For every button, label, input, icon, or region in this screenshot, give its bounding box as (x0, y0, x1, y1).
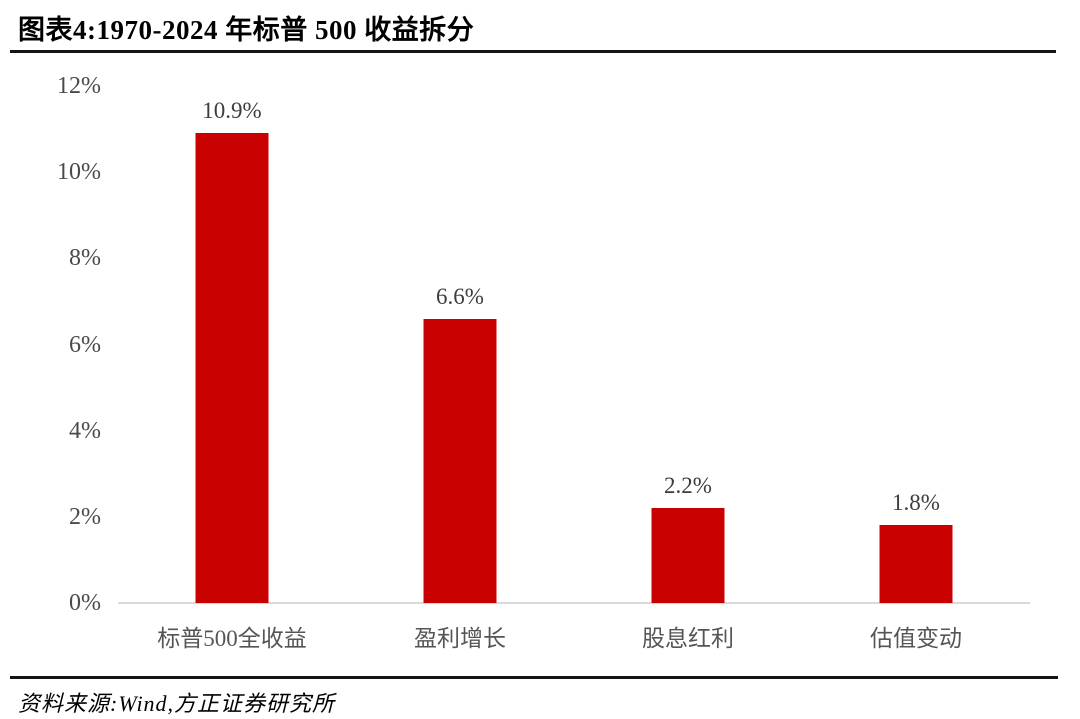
bar (879, 525, 953, 603)
footer-divider (10, 676, 1058, 679)
bar (423, 318, 497, 603)
bar-value-label: 10.9% (202, 98, 262, 124)
category-label: 估值变动 (870, 626, 962, 651)
title-divider (10, 50, 1056, 53)
bar-value-label: 1.8% (892, 490, 940, 516)
y-tick-label: 6% (69, 331, 101, 358)
category-label: 标普500全收益 (157, 626, 307, 651)
y-tick-label: 4% (69, 417, 101, 444)
category-column: 10.9% 标普500全收益 (118, 86, 346, 651)
plot-area: 10.9% 标普500全收益 6.6% 盈利增长 2.2% 股息红利 1.8% 估值变动 (118, 86, 1030, 651)
y-tick-label: 2% (69, 503, 101, 530)
figure-title: 图表4:1970-2024 年标普 500 收益拆分 (18, 15, 475, 45)
category-column: 6.6% 盈利增长 (346, 86, 574, 651)
bar-chart: 0% 2% 4% 6% 8% 10% 12% 10.9% 标普500全收益 6.6% 盈利增长 2.… (0, 73, 1030, 651)
y-axis: 0% 2% 4% 6% 8% 10% 12% (0, 73, 101, 616)
category-column: 1.8% 估值变动 (802, 86, 1030, 651)
x-axis-line (118, 602, 1030, 604)
y-tick-label: 10% (57, 159, 101, 186)
bar-value-label: 6.6% (436, 283, 484, 309)
category-column: 2.2% 股息红利 (574, 86, 802, 651)
bar (651, 508, 725, 603)
category-label: 盈利增长 (414, 626, 506, 651)
y-tick-label: 12% (57, 73, 101, 99)
source-note: 资料来源:Wind,方正证券研究所 (18, 691, 336, 716)
bar (195, 133, 269, 603)
y-tick-label: 8% (69, 245, 101, 272)
y-tick-label: 0% (69, 590, 101, 616)
category-label: 股息红利 (642, 626, 734, 651)
bar-value-label: 2.2% (664, 473, 712, 499)
